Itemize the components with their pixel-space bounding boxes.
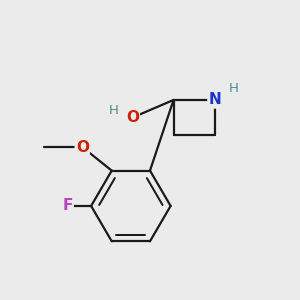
Text: O: O	[126, 110, 139, 125]
Text: H: H	[108, 104, 118, 117]
Text: N: N	[208, 92, 221, 107]
Text: F: F	[62, 198, 73, 213]
Text: H: H	[229, 82, 239, 95]
Text: O: O	[76, 140, 89, 154]
